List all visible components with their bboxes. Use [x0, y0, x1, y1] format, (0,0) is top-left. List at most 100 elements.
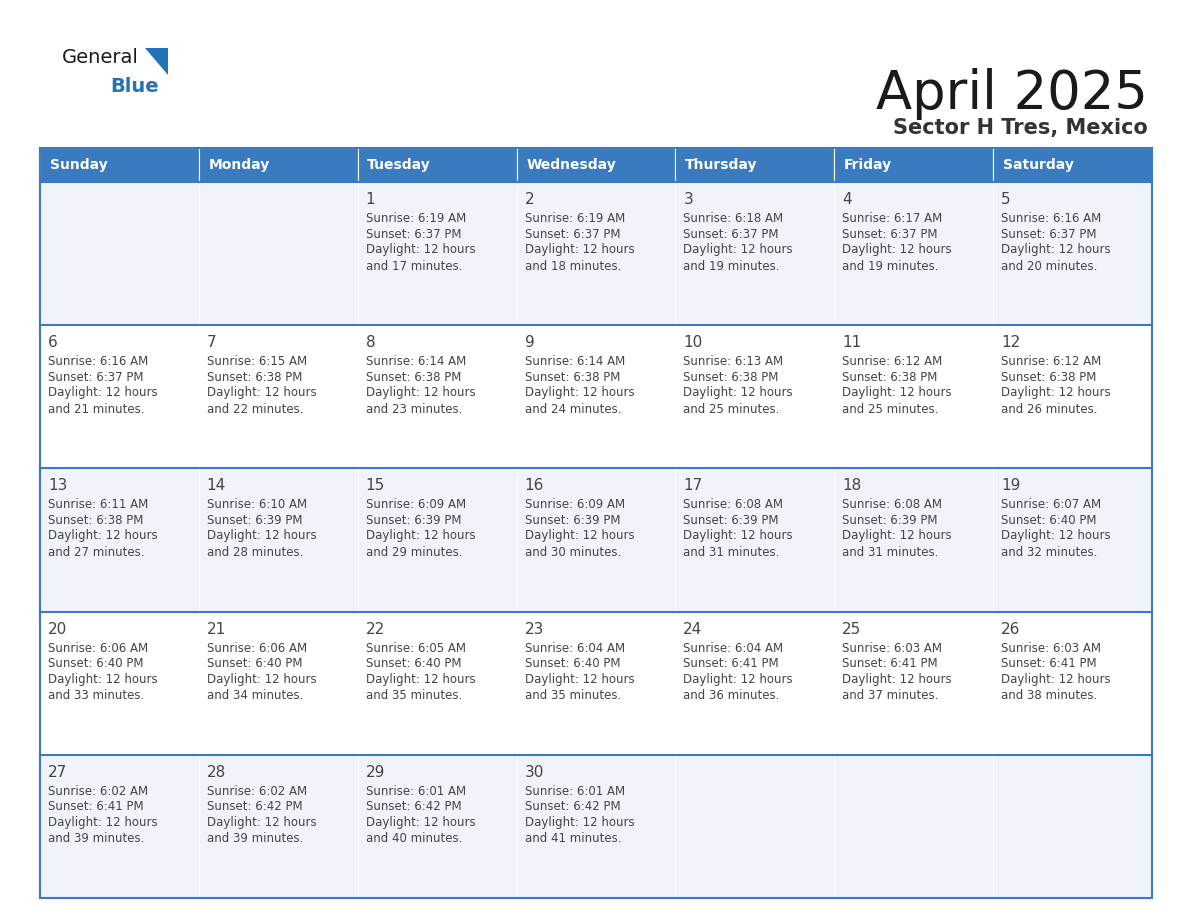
- Text: Sunset: 6:39 PM: Sunset: 6:39 PM: [683, 514, 779, 527]
- Text: 10: 10: [683, 335, 702, 350]
- Text: Sunrise: 6:14 AM: Sunrise: 6:14 AM: [366, 355, 466, 368]
- Text: Sunset: 6:37 PM: Sunset: 6:37 PM: [1001, 228, 1097, 241]
- Text: Sunrise: 6:13 AM: Sunrise: 6:13 AM: [683, 355, 784, 368]
- Text: Sunset: 6:38 PM: Sunset: 6:38 PM: [48, 514, 144, 527]
- Polygon shape: [145, 48, 168, 75]
- Text: 25: 25: [842, 621, 861, 636]
- Text: Sunset: 6:37 PM: Sunset: 6:37 PM: [48, 371, 144, 384]
- Text: Daylight: 12 hours
and 19 minutes.: Daylight: 12 hours and 19 minutes.: [842, 243, 952, 273]
- Bar: [358, 325, 517, 468]
- Text: Sunset: 6:38 PM: Sunset: 6:38 PM: [366, 371, 461, 384]
- Bar: [517, 755, 676, 898]
- Text: Daylight: 12 hours
and 39 minutes.: Daylight: 12 hours and 39 minutes.: [48, 816, 158, 845]
- Bar: [198, 325, 358, 468]
- Bar: [993, 148, 1152, 182]
- Bar: [198, 468, 358, 611]
- Text: Sunset: 6:39 PM: Sunset: 6:39 PM: [366, 514, 461, 527]
- Text: 3: 3: [683, 192, 693, 207]
- Text: Sunrise: 6:14 AM: Sunrise: 6:14 AM: [525, 355, 625, 368]
- Text: Daylight: 12 hours
and 28 minutes.: Daylight: 12 hours and 28 minutes.: [207, 530, 316, 559]
- Text: Sunrise: 6:01 AM: Sunrise: 6:01 AM: [525, 785, 625, 798]
- Text: Sunset: 6:42 PM: Sunset: 6:42 PM: [525, 800, 620, 813]
- Text: Saturday: Saturday: [1003, 158, 1074, 172]
- Text: 16: 16: [525, 478, 544, 493]
- Bar: [676, 148, 834, 182]
- Text: Sunrise: 6:12 AM: Sunrise: 6:12 AM: [842, 355, 942, 368]
- Text: Sunset: 6:37 PM: Sunset: 6:37 PM: [842, 228, 937, 241]
- Text: Daylight: 12 hours
and 23 minutes.: Daylight: 12 hours and 23 minutes.: [366, 386, 475, 416]
- Text: 27: 27: [48, 765, 68, 779]
- Text: Daylight: 12 hours
and 31 minutes.: Daylight: 12 hours and 31 minutes.: [683, 530, 794, 559]
- Text: 4: 4: [842, 192, 852, 207]
- Bar: [834, 468, 993, 611]
- Bar: [676, 182, 834, 325]
- Text: Sunset: 6:39 PM: Sunset: 6:39 PM: [842, 514, 937, 527]
- Text: Daylight: 12 hours
and 20 minutes.: Daylight: 12 hours and 20 minutes.: [1001, 243, 1111, 273]
- Text: Sunrise: 6:02 AM: Sunrise: 6:02 AM: [207, 785, 307, 798]
- Text: Sunrise: 6:04 AM: Sunrise: 6:04 AM: [525, 642, 625, 655]
- Bar: [358, 468, 517, 611]
- Text: Daylight: 12 hours
and 24 minutes.: Daylight: 12 hours and 24 minutes.: [525, 386, 634, 416]
- Text: 13: 13: [48, 478, 68, 493]
- Text: Sunrise: 6:17 AM: Sunrise: 6:17 AM: [842, 212, 942, 225]
- Text: Sunrise: 6:19 AM: Sunrise: 6:19 AM: [525, 212, 625, 225]
- Bar: [40, 611, 198, 755]
- Text: Sunset: 6:41 PM: Sunset: 6:41 PM: [48, 800, 144, 813]
- Text: Daylight: 12 hours
and 35 minutes.: Daylight: 12 hours and 35 minutes.: [525, 673, 634, 702]
- Bar: [358, 182, 517, 325]
- Bar: [40, 325, 198, 468]
- Text: Daylight: 12 hours
and 17 minutes.: Daylight: 12 hours and 17 minutes.: [366, 243, 475, 273]
- Text: Sunset: 6:38 PM: Sunset: 6:38 PM: [1001, 371, 1097, 384]
- Bar: [40, 148, 198, 182]
- Bar: [198, 755, 358, 898]
- Text: Daylight: 12 hours
and 29 minutes.: Daylight: 12 hours and 29 minutes.: [366, 530, 475, 559]
- Text: Sunrise: 6:04 AM: Sunrise: 6:04 AM: [683, 642, 784, 655]
- Text: 9: 9: [525, 335, 535, 350]
- Bar: [676, 468, 834, 611]
- Text: Daylight: 12 hours
and 37 minutes.: Daylight: 12 hours and 37 minutes.: [842, 673, 952, 702]
- Text: Sunrise: 6:15 AM: Sunrise: 6:15 AM: [207, 355, 307, 368]
- Bar: [676, 611, 834, 755]
- Text: Daylight: 12 hours
and 34 minutes.: Daylight: 12 hours and 34 minutes.: [207, 673, 316, 702]
- Text: Sunset: 6:37 PM: Sunset: 6:37 PM: [525, 228, 620, 241]
- Text: Sector H Tres, Mexico: Sector H Tres, Mexico: [893, 118, 1148, 138]
- Text: Sunset: 6:41 PM: Sunset: 6:41 PM: [683, 657, 779, 670]
- Bar: [517, 325, 676, 468]
- Text: Daylight: 12 hours
and 38 minutes.: Daylight: 12 hours and 38 minutes.: [1001, 673, 1111, 702]
- Text: Wednesday: Wednesday: [526, 158, 615, 172]
- Text: Daylight: 12 hours
and 25 minutes.: Daylight: 12 hours and 25 minutes.: [683, 386, 794, 416]
- Text: Sunrise: 6:08 AM: Sunrise: 6:08 AM: [683, 498, 783, 511]
- Text: Sunrise: 6:19 AM: Sunrise: 6:19 AM: [366, 212, 466, 225]
- Text: Daylight: 12 hours
and 32 minutes.: Daylight: 12 hours and 32 minutes.: [1001, 530, 1111, 559]
- Text: Sunrise: 6:09 AM: Sunrise: 6:09 AM: [525, 498, 625, 511]
- Text: 22: 22: [366, 621, 385, 636]
- Text: Monday: Monday: [208, 158, 270, 172]
- Text: Sunrise: 6:08 AM: Sunrise: 6:08 AM: [842, 498, 942, 511]
- Bar: [993, 611, 1152, 755]
- Text: Sunrise: 6:07 AM: Sunrise: 6:07 AM: [1001, 498, 1101, 511]
- Bar: [676, 325, 834, 468]
- Text: 6: 6: [48, 335, 58, 350]
- Text: Sunrise: 6:05 AM: Sunrise: 6:05 AM: [366, 642, 466, 655]
- Text: 30: 30: [525, 765, 544, 779]
- Text: Daylight: 12 hours
and 25 minutes.: Daylight: 12 hours and 25 minutes.: [842, 386, 952, 416]
- Text: 12: 12: [1001, 335, 1020, 350]
- Bar: [834, 182, 993, 325]
- Text: Sunset: 6:38 PM: Sunset: 6:38 PM: [525, 371, 620, 384]
- Bar: [993, 182, 1152, 325]
- Text: 11: 11: [842, 335, 861, 350]
- Text: Friday: Friday: [843, 158, 892, 172]
- Text: Sunset: 6:37 PM: Sunset: 6:37 PM: [366, 228, 461, 241]
- Text: Daylight: 12 hours
and 35 minutes.: Daylight: 12 hours and 35 minutes.: [366, 673, 475, 702]
- Bar: [517, 611, 676, 755]
- Text: Sunset: 6:42 PM: Sunset: 6:42 PM: [366, 800, 461, 813]
- Text: Daylight: 12 hours
and 33 minutes.: Daylight: 12 hours and 33 minutes.: [48, 673, 158, 702]
- Text: Sunrise: 6:12 AM: Sunrise: 6:12 AM: [1001, 355, 1101, 368]
- Text: 5: 5: [1001, 192, 1011, 207]
- Text: 26: 26: [1001, 621, 1020, 636]
- Text: Sunset: 6:40 PM: Sunset: 6:40 PM: [1001, 514, 1097, 527]
- Text: Sunrise: 6:18 AM: Sunrise: 6:18 AM: [683, 212, 784, 225]
- Text: Sunset: 6:38 PM: Sunset: 6:38 PM: [842, 371, 937, 384]
- Text: Sunrise: 6:01 AM: Sunrise: 6:01 AM: [366, 785, 466, 798]
- Text: General: General: [62, 48, 139, 67]
